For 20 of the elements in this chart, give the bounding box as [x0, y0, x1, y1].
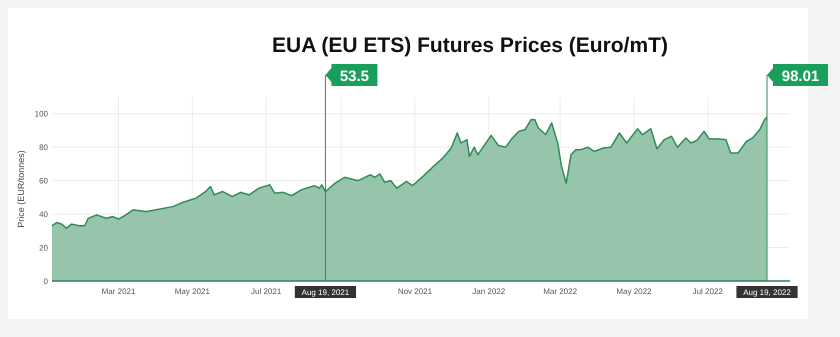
- y-tick-label: 80: [39, 143, 49, 152]
- ref-line-label: Aug 19, 2021: [302, 288, 350, 297]
- x-tick-label: Mar 2022: [543, 287, 578, 296]
- x-tick-label: Mar 2021: [102, 287, 136, 296]
- y-tick-label: 20: [39, 244, 49, 253]
- x-tick-label: Jul 2022: [692, 287, 724, 296]
- y-axis-title: Price (EUR/tonnes): [16, 150, 26, 228]
- ref-line-label: Aug 19, 2022: [743, 288, 792, 297]
- y-tick-label: 40: [39, 210, 49, 220]
- x-tick-label: May 2022: [616, 287, 652, 296]
- x-tick-label: Jul 2021: [251, 287, 282, 296]
- x-tick-label: May 2021: [174, 287, 210, 296]
- y-tick-label: 100: [34, 110, 49, 119]
- chart-title: EUA (EU ETS) Futures Prices (Euro/mT): [272, 34, 668, 57]
- x-tick-label: Nov 2021: [398, 287, 433, 296]
- x-tick-label: Jan 2022: [472, 287, 506, 296]
- y-tick-label: 0: [44, 277, 49, 286]
- text: 98.01: [782, 68, 820, 85]
- y-tick-label: 60: [39, 176, 49, 186]
- text: 53.5: [340, 68, 370, 85]
